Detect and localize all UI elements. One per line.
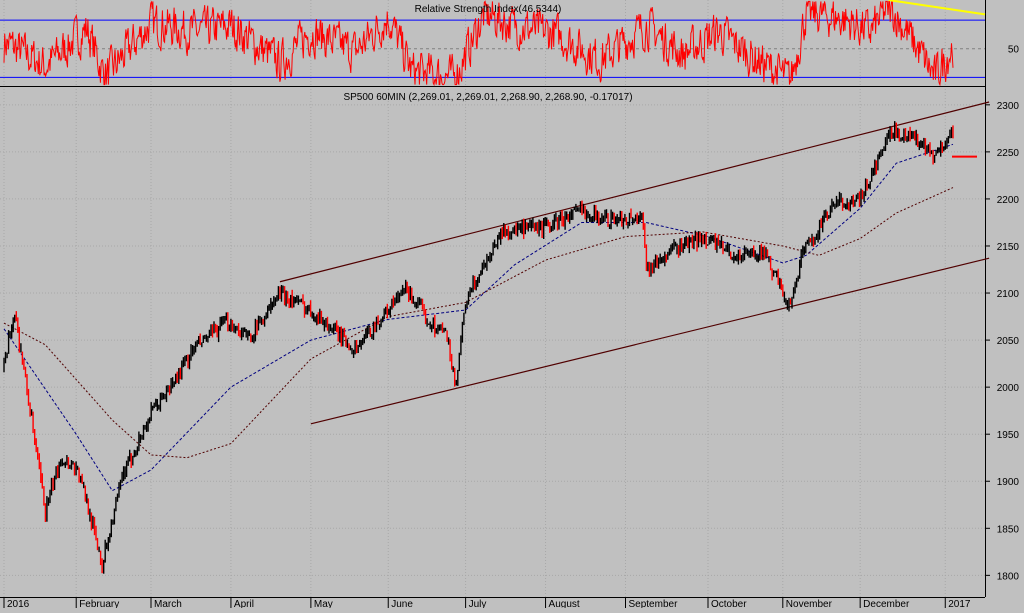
x-tick-label: October [711,599,747,608]
rsi-title: Relative Strength Index(46.5344) [415,4,562,15]
x-tick-label: April [234,599,254,608]
x-tick-label: August [549,599,580,608]
price-tick-label: 2050 [997,336,1020,347]
price-tick-label: 1950 [997,430,1020,441]
rsi-divergence-trendline [888,0,986,16]
price-bars [3,121,954,574]
x-tick-label: March [154,599,182,608]
trend-channel [279,101,990,425]
channel-line [310,257,990,425]
price-tick-label: 1800 [997,571,1020,582]
price-tick-label: 2150 [997,242,1020,253]
moving-average-line [3,187,954,459]
price-tick-label: 1900 [997,477,1020,488]
x-tick-label: December [863,599,910,608]
price-title: SP500 60MIN (2,269.01, 2,269.01, 2,268.9… [343,92,632,103]
price-tick-label: 1850 [997,524,1020,535]
rsi-line [3,0,954,87]
x-tick-label: June [391,599,413,608]
moving-averages [3,143,954,492]
divergence-line [888,0,986,16]
rsi-bands [0,19,985,78]
price-tick-label: 2000 [997,383,1020,394]
y-axis-labels: 1800 1850 1900 1950 2000 2050 2100 2150 2200 2250… [997,45,1020,583]
rsi-series [3,0,954,87]
x-tick-label: September [628,599,678,608]
price-tick-label: 2250 [997,148,1020,159]
x-tick-label: May [314,599,333,608]
rsi-tick-label: 50 [1008,45,1020,56]
price-tick-label: 2300 [997,101,1020,112]
x-tick-label: July [469,599,487,608]
x-tick-label: February [79,599,119,608]
x-tick-label: 2017 [948,599,971,608]
channel-line [279,101,990,283]
x-tick-label: November [786,599,833,608]
moving-average-line [3,143,954,492]
x-axis-labels: 2016 February March April May June July August S… [3,597,971,610]
price-tick-label: 2200 [997,195,1020,206]
price-tick-label: 2100 [997,289,1020,300]
x-tick-label: 2016 [7,599,30,608]
